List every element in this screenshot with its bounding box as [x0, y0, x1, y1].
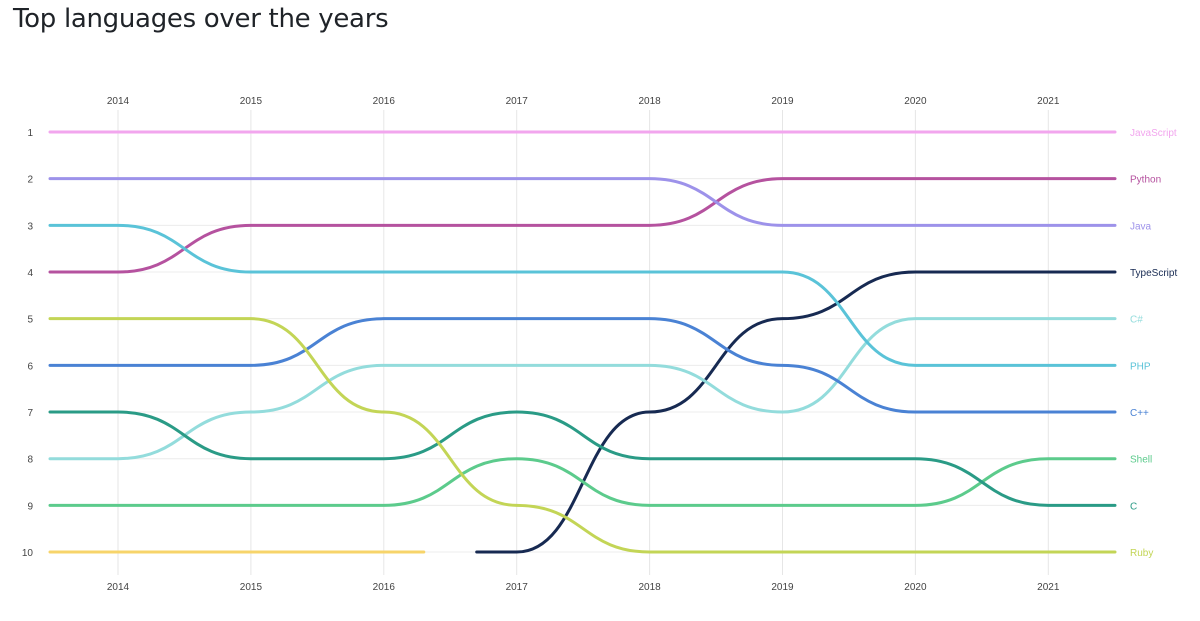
chart-title: Top languages over the years [13, 4, 389, 34]
y-tick-label: 6 [27, 361, 33, 372]
series-line-csharp [48, 317, 1117, 461]
y-tick-label: 1 [27, 128, 33, 139]
series-line-java [48, 177, 1117, 227]
y-tick-label: 8 [27, 455, 33, 466]
x-tick-label: 2021 [1037, 96, 1060, 107]
y-tick-label: 9 [27, 501, 33, 512]
x-tick-label: 2018 [638, 96, 661, 107]
x-tick-label: 2016 [373, 96, 396, 107]
series-line-cpp [48, 317, 1117, 414]
series-label: C [1130, 501, 1137, 512]
x-tick-label: 2017 [506, 582, 529, 593]
x-tick-label: 2019 [771, 582, 794, 593]
x-tick-label: 2018 [638, 582, 661, 593]
series-line-python [48, 177, 1117, 274]
series-label: C++ [1130, 408, 1149, 419]
series-label: Shell [1130, 455, 1152, 466]
series-label: Python [1130, 175, 1161, 186]
series-label: Java [1130, 221, 1152, 232]
x-tick-label: 2019 [771, 96, 794, 107]
x-tick-label: 2020 [904, 582, 927, 593]
series-label: JavaScript [1130, 128, 1177, 139]
series-line-ruby [48, 317, 1117, 554]
series-label: PHP [1130, 361, 1151, 372]
series-lines [48, 130, 1117, 554]
series-line-php [48, 223, 1117, 367]
y-tick-label: 10 [22, 548, 34, 559]
series-label: Ruby [1130, 548, 1153, 559]
axes: 1 2 3 4 5 6 7 8 9 10 2014 2014 2015 2015 2016 2016 2017 2… [22, 96, 1060, 593]
x-tick-label: 2015 [240, 582, 263, 593]
series-label: C# [1130, 315, 1143, 326]
series-line-c [48, 410, 1117, 507]
x-tick-label: 2014 [107, 582, 130, 593]
x-tick-label: 2016 [373, 582, 396, 593]
series-labels: JavaScript Python Java TypeScript C# PHP C++ Sh… [1130, 128, 1177, 559]
x-tick-label: 2020 [904, 96, 927, 107]
x-tick-label: 2021 [1037, 582, 1060, 593]
y-tick-label: 5 [27, 315, 33, 326]
series-line-shell [48, 457, 1117, 507]
y-tick-label: 2 [27, 175, 33, 186]
y-tick-label: 4 [27, 268, 33, 279]
x-tick-label: 2015 [240, 96, 263, 107]
x-tick-label: 2014 [107, 96, 130, 107]
x-tick-label: 2017 [506, 96, 529, 107]
y-tick-label: 7 [27, 408, 33, 419]
series-line-typescript [475, 270, 1117, 554]
series-label: TypeScript [1130, 268, 1177, 279]
y-tick-label: 3 [27, 221, 33, 232]
